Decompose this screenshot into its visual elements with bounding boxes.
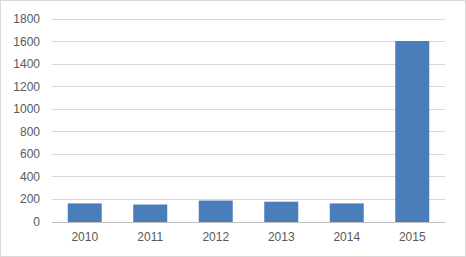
- y-tick-label: 200: [20, 192, 40, 206]
- bar: [199, 201, 233, 222]
- x-tick-label: 2015: [399, 230, 426, 244]
- bar: [264, 202, 298, 222]
- chart-container: 0 200 400 600 800 1000 1200 1400 1600 1800 2010 201…: [0, 0, 466, 257]
- bars: [68, 41, 430, 222]
- x-tick-label: 2011: [137, 230, 163, 244]
- y-tick-label: 600: [20, 147, 40, 161]
- y-tick-label: 1800: [13, 12, 40, 26]
- grid-line: [52, 176, 445, 177]
- grid-line: [52, 109, 445, 110]
- y-tick-label: 800: [20, 125, 40, 139]
- x-tick-label: 2010: [71, 230, 98, 244]
- grid-line: [52, 131, 445, 132]
- y-tick-label: 1600: [13, 35, 40, 49]
- bar: [395, 41, 429, 222]
- chart-frame: [1, 1, 466, 257]
- bar: [68, 203, 102, 222]
- grid-line: [52, 199, 445, 200]
- x-tick-label: 2014: [333, 230, 360, 244]
- grid-line: [52, 41, 445, 42]
- grid-line: [52, 154, 445, 155]
- grid-line: [52, 19, 445, 20]
- bar: [330, 203, 364, 222]
- y-tick-label: 400: [20, 170, 40, 184]
- grid-line: [52, 86, 445, 87]
- grid-line: [52, 222, 445, 223]
- y-tick-label: 1400: [13, 57, 40, 71]
- x-tick-label: 2013: [268, 230, 295, 244]
- grid-line: [52, 64, 445, 65]
- y-tick-label: 1200: [13, 80, 40, 94]
- x-tick-label: 2012: [202, 230, 229, 244]
- chart-svg: 0 200 400 600 800 1000 1200 1400 1600 1800 2010 201…: [0, 0, 466, 257]
- bar: [133, 205, 167, 222]
- y-tick-label: 1000: [13, 102, 40, 116]
- y-tick-label: 0: [33, 215, 40, 229]
